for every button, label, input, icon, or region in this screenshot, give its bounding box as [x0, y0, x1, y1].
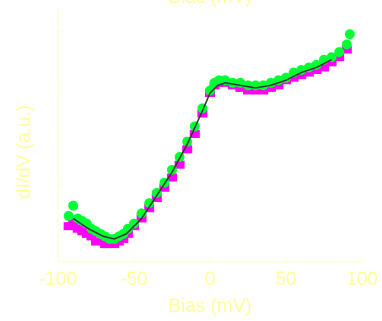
magenta-point	[250, 86, 261, 95]
magenta-point	[326, 58, 337, 67]
magenta-point	[167, 173, 177, 182]
magenta-point	[118, 234, 129, 243]
x-tick-label: -100	[39, 269, 77, 290]
magenta-point	[296, 71, 307, 80]
magenta-point	[159, 183, 170, 192]
top-axis-title: Bias (mV)	[168, 0, 251, 8]
magenta-point	[182, 145, 193, 154]
magenta-point	[86, 232, 97, 241]
y-axis-title: dI/dV (a.u.)	[14, 105, 35, 199]
magenta-point	[334, 53, 345, 62]
series-green	[63, 29, 355, 244]
green-point	[205, 85, 215, 96]
green-point	[144, 198, 155, 209]
x-tick-labels: -100 -50 0 50 100	[39, 269, 378, 290]
magenta-point	[341, 45, 352, 54]
green-point	[258, 80, 269, 91]
magenta-point	[197, 109, 208, 118]
green-point	[281, 72, 291, 83]
x-tick-label: 0	[205, 269, 216, 290]
green-point	[63, 210, 74, 221]
x-tick-label: 100	[346, 269, 378, 290]
fit-line	[72, 59, 332, 240]
magenta-point	[319, 63, 329, 72]
magenta-point	[243, 86, 253, 95]
series-magenta	[63, 45, 352, 249]
green-point	[311, 59, 322, 70]
x-tick-label: 50	[275, 269, 296, 290]
x-tick-label: -50	[120, 269, 147, 290]
magenta-point	[151, 194, 162, 202]
magenta-point	[174, 160, 185, 169]
magenta-point	[189, 130, 200, 138]
axes	[57, 6, 363, 263]
magenta-point	[303, 68, 314, 77]
green-point	[129, 218, 139, 229]
green-point	[243, 80, 253, 91]
x-axis-title: Bias (mV)	[168, 296, 251, 317]
green-point	[227, 77, 238, 88]
magenta-point	[288, 73, 299, 82]
green-point	[334, 47, 345, 58]
magenta-point	[235, 83, 246, 92]
magenta-point	[63, 222, 74, 231]
green-point	[326, 52, 337, 63]
magenta-point	[311, 66, 322, 74]
magenta-point	[273, 81, 284, 90]
magenta-point	[265, 83, 276, 92]
magenta-point	[258, 86, 269, 95]
green-point	[344, 29, 355, 40]
green-point	[341, 39, 352, 50]
magenta-point	[68, 217, 79, 226]
fit-curve	[72, 59, 332, 240]
green-point	[68, 200, 79, 211]
